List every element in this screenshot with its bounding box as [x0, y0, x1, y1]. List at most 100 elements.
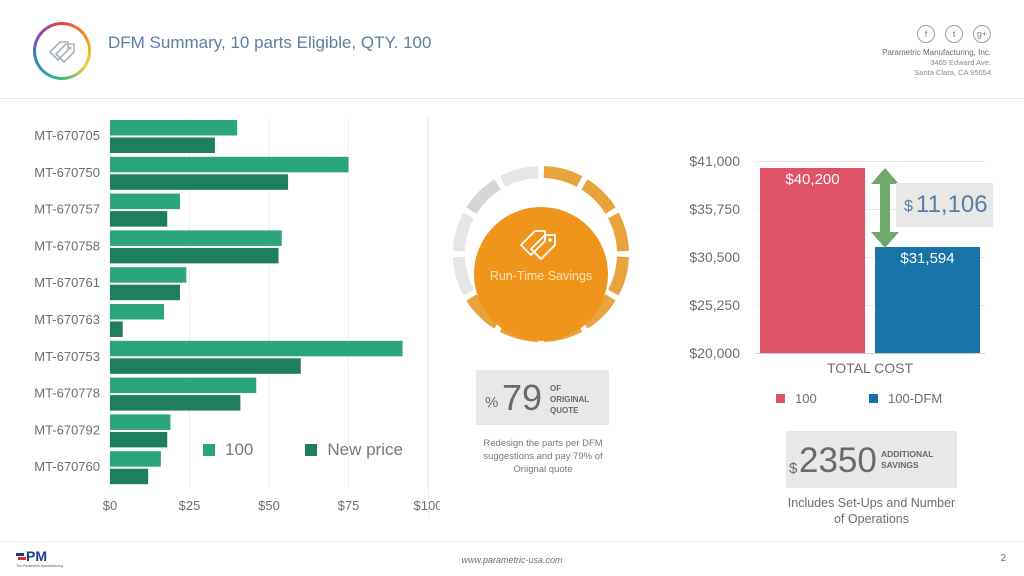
address-line-2: Santa Clara, CA 95054 — [914, 68, 991, 77]
category-label: MT-670753 — [34, 349, 100, 364]
cost-difference-box: $ 11,106 — [896, 183, 993, 227]
additional-savings-box: $ 2350 ADDITIONAL SAVINGS — [786, 431, 957, 488]
facebook-icon[interactable]: f — [917, 25, 935, 43]
category-label: MT-670757 — [34, 202, 100, 217]
parts-chart-legend: 100 New price — [203, 440, 445, 460]
legend-label-new-price: New price — [327, 440, 403, 459]
website-link[interactable]: www.parametric-usa.com — [461, 555, 563, 565]
legend-swatch-new-price — [305, 444, 318, 456]
category-label: MT-670705 — [34, 128, 100, 143]
x-tick-label: $25 — [179, 498, 201, 513]
tag-logo — [33, 22, 91, 80]
donut-segment — [499, 166, 539, 187]
cost-bar-100 — [760, 168, 865, 353]
donut-segment — [581, 294, 616, 329]
legend-label-100: 100 — [225, 440, 254, 459]
twitter-icon[interactable]: t — [945, 25, 963, 43]
quote-percentage-box: % 79 OF ORIGINAL QUOTE — [476, 370, 609, 425]
category-label: MT-670761 — [34, 275, 100, 290]
pm-logo: PM The Parametric Manufacturing — [16, 548, 68, 569]
footer-divider — [0, 541, 1024, 542]
y-gridline — [755, 161, 985, 162]
legend-swatch-100-dfm — [869, 394, 878, 403]
legend-item-new-price: New price — [305, 440, 403, 460]
category-label: MT-670750 — [34, 165, 100, 180]
quote-caption-line: QUOTE — [550, 406, 579, 415]
donut-label: Run-Time Savings — [489, 269, 593, 283]
y-gridline — [755, 209, 985, 210]
bar-mt-670757-100 — [110, 193, 180, 210]
quote-caption: OF ORIGINAL QUOTE — [550, 383, 589, 416]
bar-mt-670778-100 — [110, 377, 257, 394]
legend-swatch-100 — [203, 444, 215, 456]
bar-mt-670763-new-price — [110, 321, 123, 337]
quote-caption-line: OF — [550, 384, 562, 393]
category-label: MT-670778 — [34, 386, 100, 401]
percent-sign: % — [485, 394, 499, 411]
cost-bar-100-dfm — [875, 246, 980, 353]
savings-caption-line: SAVINGS — [881, 460, 919, 470]
y-gridline — [755, 257, 985, 258]
bar-mt-670792-100 — [110, 414, 171, 430]
cost-difference-value: 11,106 — [916, 191, 988, 218]
cost-bar-label: $31,594 — [900, 249, 955, 267]
header: DFM Summary, 10 parts Eligible, QTY. 100… — [0, 0, 1024, 99]
dollar-sign: $ — [904, 198, 913, 215]
legend-label-100-dfm: 100-DFM — [888, 391, 943, 406]
bar-mt-670750-100 — [110, 156, 349, 173]
quote-description: Redesign the parts per DFM suggestions a… — [483, 438, 603, 475]
pm-logo-icon: PM — [16, 548, 47, 564]
pm-logo-subtext: The Parametric Manufacturing — [16, 564, 64, 568]
bar-mt-670705-100 — [110, 120, 238, 136]
y-tick-label: $41,000 — [689, 153, 740, 169]
company-name: Parametric Manufacturing, Inc. — [882, 48, 991, 57]
panel-divider — [428, 118, 429, 518]
social-links: f t g+ — [917, 25, 991, 43]
x-tick-label: $100 — [414, 498, 440, 513]
donut-center — [474, 207, 608, 341]
category-label: MT-670792 — [34, 422, 100, 437]
savings-caption-line: ADDITIONAL — [881, 449, 934, 459]
legend-swatch-100 — [776, 394, 785, 403]
legend-item-100: 100 — [203, 440, 253, 460]
y-tick-label: $20,000 — [689, 345, 740, 361]
bar-mt-670758-100 — [110, 230, 282, 246]
bar-mt-670778-new-price — [110, 395, 241, 411]
savings-value: 2350 — [799, 441, 877, 480]
bar-mt-670758-new-price — [110, 247, 279, 264]
bar-mt-670750-new-price — [110, 174, 289, 190]
difference-arrow-icon — [871, 168, 899, 248]
address-line-1: 3465 Edward Ave. — [930, 58, 991, 67]
bar-mt-670753-new-price — [110, 358, 301, 374]
cost-baseline — [755, 353, 985, 354]
bar-mt-670761-new-price — [110, 284, 180, 301]
category-label: MT-670763 — [34, 312, 100, 327]
x-tick-label: $75 — [338, 498, 360, 513]
bar-mt-670761-100 — [110, 267, 187, 283]
quote-caption-line: ORIGINAL — [550, 395, 590, 404]
page-number: 2 — [1000, 553, 1006, 564]
bar-mt-670753-100 — [110, 340, 403, 357]
category-label: MT-670758 — [34, 238, 100, 253]
donut-segment — [466, 179, 501, 214]
price-tag-icon — [520, 230, 556, 260]
cost-bar-label: $40,200 — [785, 171, 840, 189]
y-gridline — [755, 305, 985, 306]
dollar-sign: $ — [789, 460, 798, 477]
donut-segment — [581, 179, 616, 214]
x-tick-label: $50 — [258, 498, 280, 513]
price-tag-icon — [49, 41, 75, 63]
y-tick-label: $30,500 — [689, 249, 740, 265]
bar-mt-670760-100 — [110, 451, 161, 467]
donut-segment — [453, 256, 474, 296]
y-tick-label: $25,250 — [689, 297, 740, 313]
bar-mt-670760-new-price — [110, 468, 149, 485]
parts-price-chart: $0 $25 $50 $75 $100 MT-670705 MT-670750 MT-6707… — [34, 118, 440, 513]
savings-caption: ADDITIONAL SAVINGS — [881, 449, 933, 471]
total-cost-label: TOTAL COST — [826, 360, 914, 376]
bar-mt-670757-new-price — [110, 211, 168, 227]
x-tick-label: $0 — [103, 498, 117, 513]
svg-text:PM: PM — [26, 548, 47, 564]
donut-segment — [543, 166, 583, 187]
google-plus-icon[interactable]: g+ — [973, 25, 991, 43]
